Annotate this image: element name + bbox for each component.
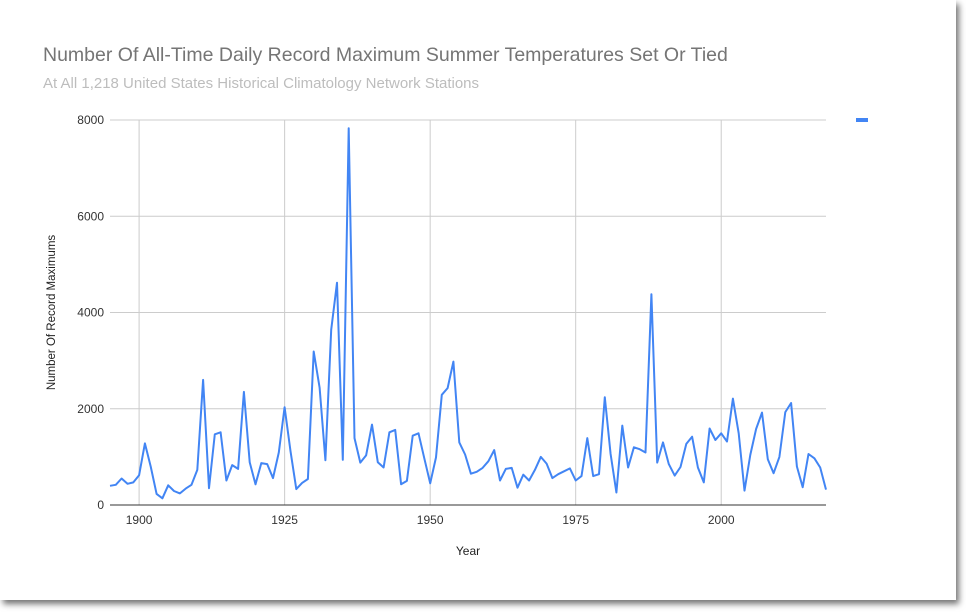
- legend-swatch[interactable]: [856, 118, 868, 122]
- chart-title: Number Of All-Time Daily Record Maximum …: [43, 44, 728, 66]
- y-tick-label: 4000: [77, 306, 104, 320]
- series-line[interactable]: [109, 127, 827, 500]
- x-axis-ticks: 1900 1925 1950 1975 2000: [126, 513, 735, 527]
- chart-card: Number Of All-Time Daily Record Maximum …: [43, 44, 868, 558]
- line-chart: 0 2000 4000 6000 8000 1900 1925 1950 1975 2000 Y…: [46, 113, 868, 558]
- x-tick-label: 1975: [562, 513, 589, 527]
- y-axis-label: Number Of Record Maximums: [46, 235, 58, 391]
- chart-subtitle: At All 1,218 United States Historical Cl…: [43, 75, 480, 92]
- y-tick-label: 6000: [77, 209, 104, 223]
- x-tick-label: 1950: [417, 513, 444, 527]
- x-axis-label: Year: [456, 544, 480, 558]
- x-tick-label: 1925: [271, 513, 298, 527]
- x-tick-label: 1900: [126, 513, 153, 527]
- y-tick-label: 0: [97, 498, 104, 512]
- y-tick-label: 2000: [77, 402, 104, 416]
- gridlines: [110, 119, 826, 505]
- x-tick-label: 2000: [708, 513, 735, 527]
- y-tick-label: 8000: [77, 113, 104, 127]
- y-axis-ticks: 0 2000 4000 6000 8000: [77, 113, 104, 512]
